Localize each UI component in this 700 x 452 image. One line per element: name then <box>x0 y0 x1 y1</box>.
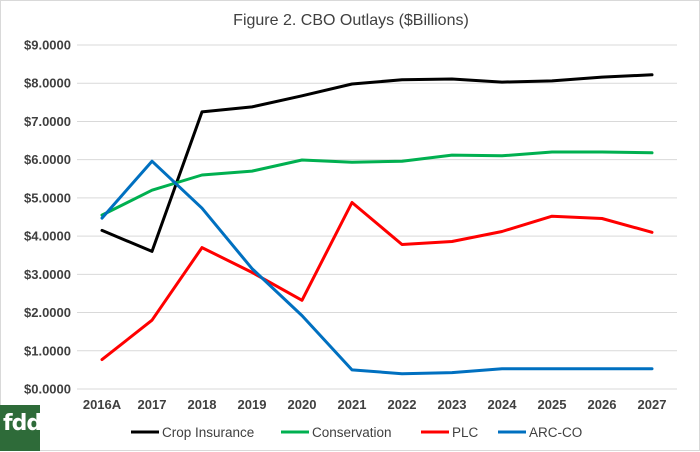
fdd-logo <box>0 405 40 451</box>
x-tick-label: 2017 <box>138 397 167 412</box>
series-line-crop-insurance <box>100 73 654 253</box>
x-tick-label: 2016A <box>83 397 122 412</box>
legend: Crop Insurance Conservation PLC ARC-CO <box>131 425 582 440</box>
x-tick-label: 2025 <box>538 397 567 412</box>
y-tick-label: $0.0000 <box>24 382 71 397</box>
x-axis-ticks: 2016A 2017 2018 2019 2020 2021 2022 2023 2024 202… <box>83 397 667 412</box>
x-tick-label: 2027 <box>638 397 667 412</box>
y-tick-label: $7.0000 <box>24 114 71 129</box>
legend-label-arc-co: ARC-CO <box>529 425 582 440</box>
series-lines <box>100 73 654 376</box>
y-tick-label: $6.0000 <box>24 152 71 167</box>
y-tick-label: $2.0000 <box>24 305 71 320</box>
x-tick-label: 2026 <box>588 397 617 412</box>
x-tick-label: 2020 <box>288 397 317 412</box>
x-tick-label: 2021 <box>338 397 367 412</box>
y-tick-label: $8.0000 <box>24 76 71 91</box>
fdd-logo-text: fdd <box>3 411 42 436</box>
y-tick-label: $3.0000 <box>24 267 71 282</box>
y-tick-label: $1.0000 <box>24 343 71 358</box>
y-axis-ticks: $0.0000 $1.0000 $2.0000 $3.0000 $4.0000 $5.00… <box>24 38 71 397</box>
chart-title: Figure 2. CBO Outlays ($Billions) <box>233 12 469 29</box>
y-tick-label: $4.0000 <box>24 229 71 244</box>
series-line-arc-co <box>100 159 654 376</box>
x-tick-label: 2018 <box>188 397 217 412</box>
y-tick-label: $9.0000 <box>24 38 71 53</box>
x-tick-label: 2024 <box>488 397 518 412</box>
legend-label-conservation: Conservation <box>312 425 392 440</box>
x-tick-label: 2019 <box>238 397 267 412</box>
y-tick-label: $5.0000 <box>24 190 71 205</box>
legend-label-crop-insurance: Crop Insurance <box>162 425 254 440</box>
x-tick-label: 2023 <box>438 397 467 412</box>
series-line-conservation <box>100 150 654 217</box>
legend-label-plc: PLC <box>452 425 479 440</box>
x-tick-label: 2022 <box>388 397 417 412</box>
series-line-plc <box>100 201 654 362</box>
